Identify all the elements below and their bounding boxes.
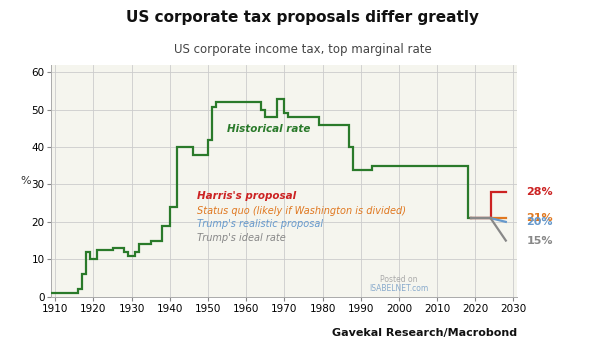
Text: US corporate income tax, top marginal rate: US corporate income tax, top marginal ra…: [174, 43, 431, 56]
Text: Harris's proposal: Harris's proposal: [197, 191, 296, 202]
Text: Trump's ideal rate: Trump's ideal rate: [197, 233, 286, 243]
Text: 21%: 21%: [526, 213, 553, 223]
Text: Historical rate: Historical rate: [227, 124, 310, 134]
Text: US corporate tax proposals differ greatly: US corporate tax proposals differ greatl…: [126, 10, 479, 25]
Text: Trump's realistic proposal: Trump's realistic proposal: [197, 220, 322, 229]
Text: 28%: 28%: [526, 187, 553, 197]
Text: 20%: 20%: [526, 217, 553, 227]
Text: Status quo (likely if Washington is divided): Status quo (likely if Washington is divi…: [197, 206, 405, 216]
Text: ISABELNET.com: ISABELNET.com: [369, 284, 428, 293]
Y-axis label: %: %: [21, 176, 31, 186]
Text: Posted on: Posted on: [380, 275, 417, 284]
Text: 15%: 15%: [526, 236, 553, 246]
Text: Gavekal Research/Macrobond: Gavekal Research/Macrobond: [332, 328, 517, 338]
